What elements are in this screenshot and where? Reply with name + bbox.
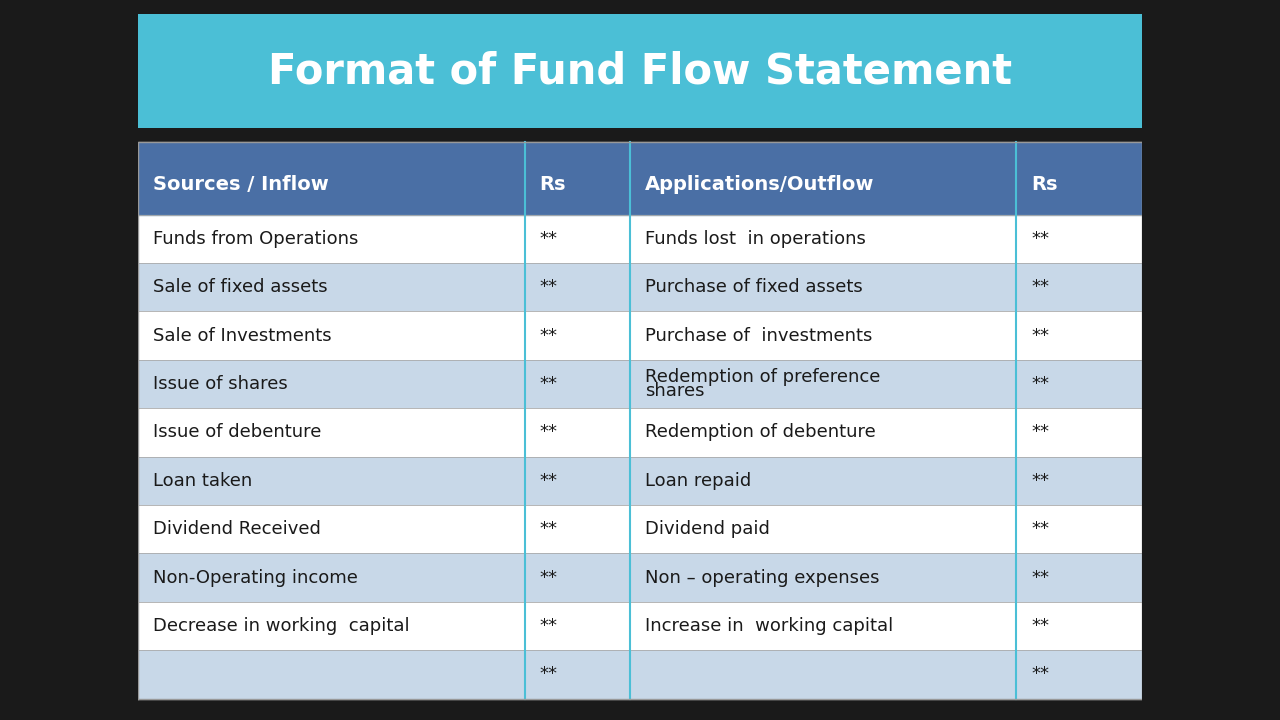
Text: Loan repaid: Loan repaid <box>645 472 751 490</box>
FancyBboxPatch shape <box>138 408 1142 456</box>
Text: **: ** <box>540 617 558 635</box>
FancyBboxPatch shape <box>138 263 1142 312</box>
FancyBboxPatch shape <box>138 215 1142 263</box>
Text: Purchase of fixed assets: Purchase of fixed assets <box>645 278 863 296</box>
Text: **: ** <box>1032 617 1050 635</box>
FancyBboxPatch shape <box>138 505 1142 554</box>
Text: **: ** <box>540 327 558 345</box>
Text: Funds from Operations: Funds from Operations <box>154 230 358 248</box>
Text: Rs: Rs <box>540 175 566 194</box>
Text: Format of Fund Flow Statement: Format of Fund Flow Statement <box>268 50 1012 92</box>
Text: **: ** <box>540 569 558 587</box>
FancyBboxPatch shape <box>138 143 1142 698</box>
Text: **: ** <box>540 665 558 683</box>
FancyBboxPatch shape <box>138 312 1142 360</box>
Text: Funds lost  in operations: Funds lost in operations <box>645 230 865 248</box>
Text: **: ** <box>540 230 558 248</box>
Text: Sale of Investments: Sale of Investments <box>154 327 332 345</box>
Text: Rs: Rs <box>1032 175 1057 194</box>
Text: **: ** <box>1032 230 1050 248</box>
Text: **: ** <box>540 375 558 393</box>
FancyBboxPatch shape <box>138 554 1142 602</box>
Text: Non-Operating income: Non-Operating income <box>154 569 358 587</box>
Text: **: ** <box>1032 327 1050 345</box>
FancyBboxPatch shape <box>138 360 1142 408</box>
Text: Loan taken: Loan taken <box>154 472 252 490</box>
Text: Purchase of  investments: Purchase of investments <box>645 327 873 345</box>
Text: shares: shares <box>645 382 704 400</box>
Text: Decrease in working  capital: Decrease in working capital <box>154 617 410 635</box>
Text: **: ** <box>540 423 558 441</box>
Text: Increase in  working capital: Increase in working capital <box>645 617 893 635</box>
Text: Non – operating expenses: Non – operating expenses <box>645 569 879 587</box>
Text: Redemption of debenture: Redemption of debenture <box>645 423 876 441</box>
Text: **: ** <box>1032 278 1050 296</box>
Text: Dividend paid: Dividend paid <box>645 521 769 539</box>
Text: **: ** <box>540 521 558 539</box>
Text: **: ** <box>1032 521 1050 539</box>
Text: **: ** <box>1032 472 1050 490</box>
FancyBboxPatch shape <box>138 456 1142 505</box>
Text: Dividend Received: Dividend Received <box>154 521 321 539</box>
Text: **: ** <box>1032 569 1050 587</box>
Text: Sources / Inflow: Sources / Inflow <box>154 175 329 194</box>
Text: **: ** <box>1032 665 1050 683</box>
Text: Applications/Outflow: Applications/Outflow <box>645 175 874 194</box>
FancyBboxPatch shape <box>138 602 1142 650</box>
Text: **: ** <box>1032 423 1050 441</box>
FancyBboxPatch shape <box>138 14 1142 128</box>
Text: **: ** <box>540 472 558 490</box>
Text: **: ** <box>1032 375 1050 393</box>
Text: **: ** <box>540 278 558 296</box>
Text: Sale of fixed assets: Sale of fixed assets <box>154 278 328 296</box>
Text: Redemption of preference: Redemption of preference <box>645 368 881 386</box>
Text: Issue of debenture: Issue of debenture <box>154 423 321 441</box>
FancyBboxPatch shape <box>138 143 1142 215</box>
Text: Issue of shares: Issue of shares <box>154 375 288 393</box>
FancyBboxPatch shape <box>138 650 1142 698</box>
